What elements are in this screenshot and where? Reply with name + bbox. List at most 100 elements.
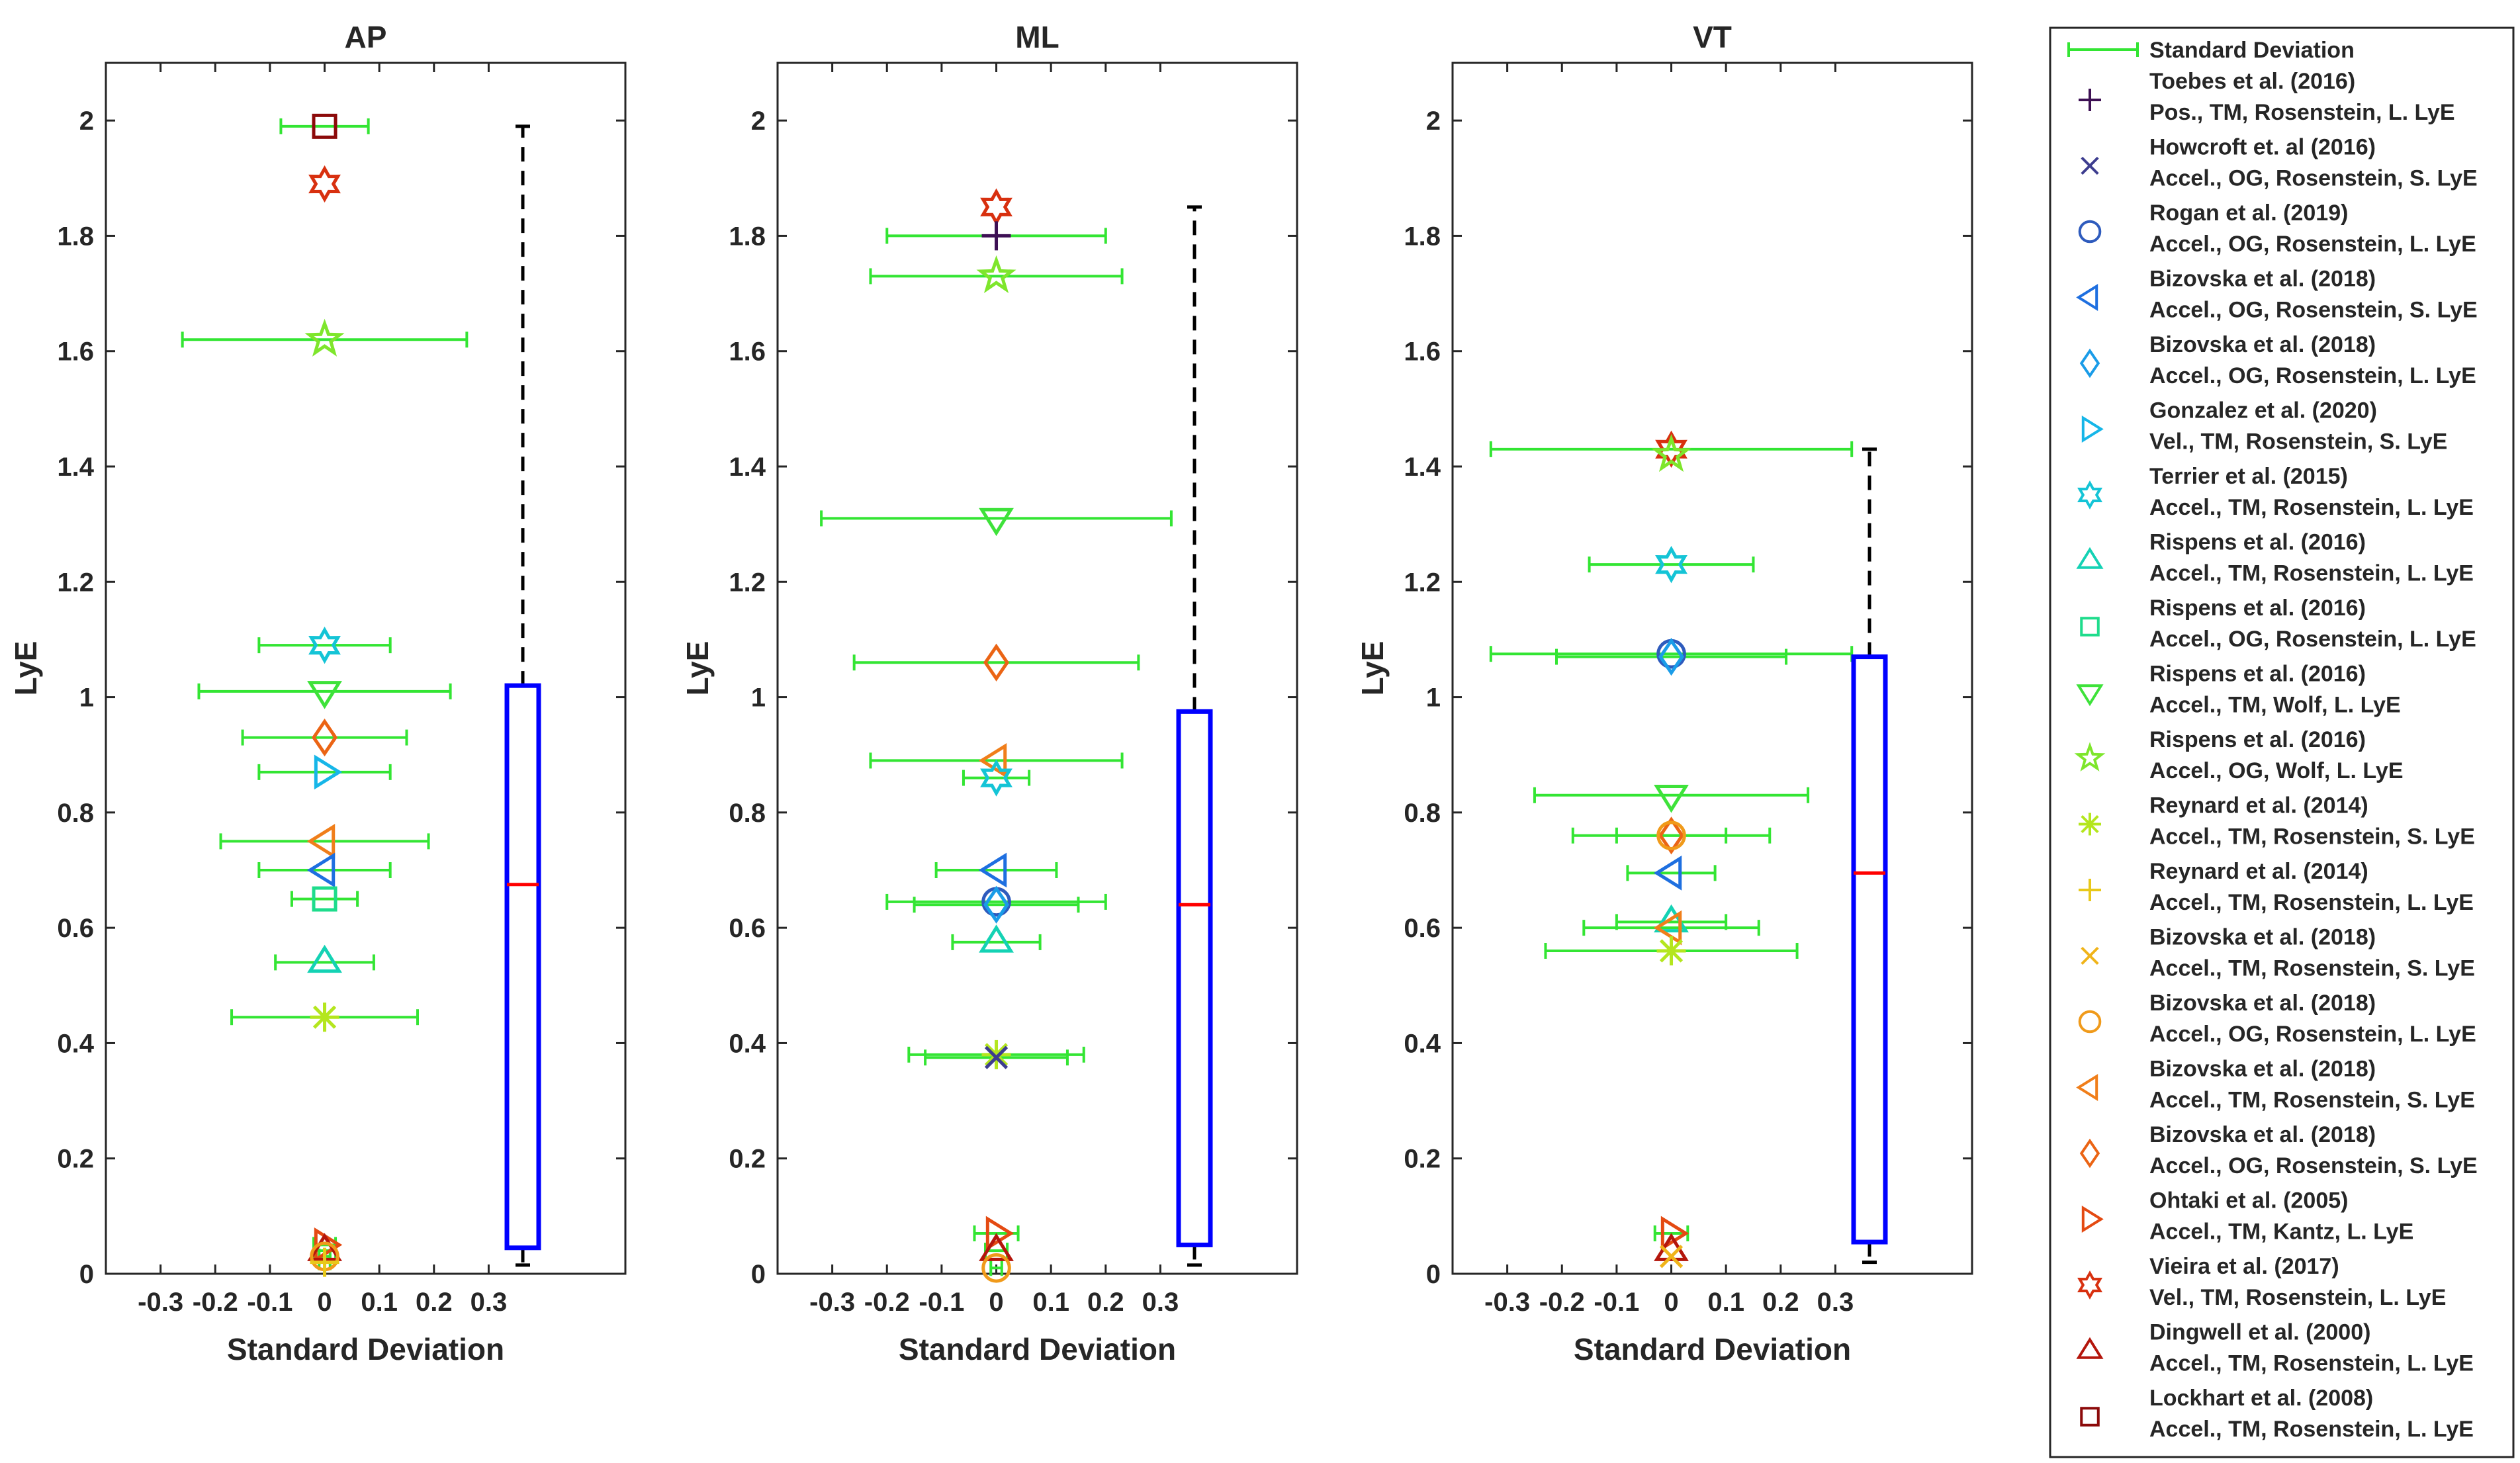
legend-entry-title: Rispens et al. (2016): [2149, 596, 2366, 621]
error-bar: [951, 934, 1042, 950]
tri-left-marker: [1653, 855, 1682, 891]
x-tick-label: 0.3: [1817, 1288, 1854, 1317]
legend-entry: Vieira et al. (2017) Vel., TM, Rosenstein…: [2077, 1254, 2446, 1310]
y-axis-label: LyE: [1355, 641, 1390, 696]
asterisk-marker: [310, 1002, 339, 1032]
x-tick-label: -0.1: [247, 1288, 292, 1317]
legend-entry: Rispens et al. (2016) Accel., TM, Wolf, L…: [2076, 662, 2401, 718]
x-tick-label: -0.1: [919, 1288, 964, 1317]
panel-ml: ML 0 0.2 0.4 0.6 0.8 1 1.2 1.4 1.6 1.8 2 -0.3 -0.2 -0.…: [680, 20, 1298, 1366]
tri-left-marker: [2076, 1073, 2098, 1102]
legend-entry-detail: Accel., TM, Rosenstein, L. LyE: [2149, 495, 2474, 520]
tri-up-marker: [2076, 547, 2104, 569]
x-tick-label: 0.2: [416, 1288, 453, 1317]
legend-entry-detail: Accel., OG, Rosenstein, S. LyE: [2149, 166, 2478, 191]
error-bar: [1615, 827, 1728, 844]
legend-entry-title: Lockhart et al. (2008): [2149, 1386, 2373, 1411]
error-bar: [241, 729, 408, 746]
tri-left-marker: [1653, 910, 1682, 946]
y-tick-label: 0: [1426, 1260, 1441, 1289]
legend-entry: Bizovska et al. (2018) Accel., OG, Rosens…: [2076, 267, 2478, 323]
error-bar: [1588, 556, 1755, 573]
asterisk-marker: [1656, 936, 1686, 965]
x-axis-label: Standard Deviation: [227, 1332, 504, 1366]
legend-entry: Reynard et al. (2014) Accel., TM, Rosenst…: [2079, 859, 2474, 915]
legend-entry-detail: Accel., TM, Rosenstein, L. LyE: [2149, 561, 2474, 586]
legend-entry-detail: Accel., TM, Rosenstein, S. LyE: [2149, 956, 2475, 981]
x-tick-label: 0: [1664, 1288, 1678, 1317]
legend-errorbar-sample: [2067, 42, 2139, 57]
error-bar: [989, 1260, 1003, 1276]
y-axis-label: LyE: [9, 641, 43, 696]
hexagram-marker: [308, 165, 341, 203]
x-tick-label: -0.2: [1539, 1288, 1585, 1317]
y-tick-label: 1.2: [1404, 568, 1441, 597]
legend-entry-detail: Accel., TM, Rosenstein, S. LyE: [2149, 1088, 2475, 1113]
x-marker: [984, 1045, 1009, 1069]
x-tick-label: 0.1: [1707, 1288, 1744, 1317]
diamond-marker: [2079, 348, 2100, 378]
legend-entry-detail: Accel., TM, Rosenstein, L. LyE: [2149, 1417, 2474, 1442]
error-bar: [1626, 865, 1717, 881]
y-axis-label: LyE: [680, 641, 715, 696]
y-tick-label: 1.8: [729, 222, 766, 251]
circle-marker: [2078, 220, 2102, 244]
error-bar: [181, 332, 469, 348]
x-tick-label: 0.2: [1087, 1288, 1124, 1317]
square-marker: [2080, 617, 2100, 637]
legend-entry-detail: Accel., OG, Rosenstein, L. LyE: [2149, 627, 2476, 652]
box-plot: [1851, 447, 1888, 1264]
tri-up-marker: [979, 924, 1014, 953]
circle-marker: [2078, 1010, 2102, 1034]
y-tick-label: 0.2: [57, 1145, 94, 1174]
diamond-marker: [312, 718, 338, 757]
legend-entry-title: Bizovska et al. (2018): [2149, 1057, 2376, 1082]
x-tick-label: 0.3: [1142, 1288, 1179, 1317]
y-tick-label: 1.4: [1404, 453, 1441, 482]
y-tick-label: 1.6: [729, 337, 766, 367]
tri-left-marker: [306, 824, 336, 859]
legend-entry: Rispens et al. (2016) Accel., OG, Wolf, L…: [2074, 727, 2404, 783]
y-tick-label: 0.8: [729, 799, 766, 828]
x-marker: [2081, 156, 2099, 175]
pentagram-marker: [2074, 742, 2106, 772]
hexagram-marker: [1655, 430, 1688, 468]
y-tick-label: 1.6: [57, 337, 94, 367]
error-bar: [1582, 920, 1760, 936]
legend-entry: Bizovska et al. (2018) Accel., TM, Rosens…: [2076, 1057, 2475, 1113]
x-tick-label: -0.3: [1484, 1288, 1530, 1317]
error-bar: [869, 268, 1124, 285]
y-tick-label: 0.6: [1404, 914, 1441, 943]
x-marker: [1659, 1245, 1684, 1268]
legend-entry: Rispens et al. (2016) Accel., OG, Rosenst…: [2080, 596, 2476, 652]
circle-marker: [1656, 820, 1686, 851]
y-tick-label: 0.2: [1404, 1145, 1441, 1174]
diamond-marker: [1658, 817, 1685, 855]
tri-down-marker: [307, 681, 342, 709]
x-axis-label: Standard Deviation: [899, 1332, 1176, 1366]
asterisk-marker: [981, 1040, 1011, 1069]
y-tick-label: 0.4: [1404, 1029, 1441, 1058]
legend-entry-detail: Accel., TM, Kantz, L. LyE: [2149, 1219, 2413, 1245]
legend-entry-title: Howcroft et. al (2016): [2149, 135, 2376, 160]
tri-right-marker: [314, 754, 343, 790]
error-bar: [962, 770, 1031, 786]
iqr-box: [504, 683, 541, 1251]
box-plot: [504, 124, 541, 1267]
x-marker: [2081, 946, 2099, 965]
legend: Standard Deviation Toebes et al. (2016) Po…: [2049, 26, 2515, 1458]
legend-entry-title: Bizovska et al. (2018): [2149, 267, 2376, 292]
y-tick-label: 0.6: [57, 914, 94, 943]
y-tick-label: 1: [79, 684, 94, 713]
panel-ap: AP 0 0.2 0.4 0.6 0.8 1 1.2 1.4 1.6 1.8 2 -0.3 -0.2 -0.…: [9, 20, 627, 1366]
asterisk-marker: [2079, 813, 2101, 836]
legend-entry-detail: Accel., OG, Rosenstein, L. LyE: [2149, 363, 2476, 388]
tri-left-marker: [978, 852, 1007, 888]
iqr-box: [1176, 709, 1213, 1247]
box-plot: [1176, 205, 1213, 1267]
hexagram-marker: [980, 759, 1012, 797]
x-tick-label: 0.1: [361, 1288, 398, 1317]
legend-entry: Dingwell et al. (2000) Accel., TM, Rosens…: [2076, 1320, 2474, 1376]
legend-entry-title: Bizovska et al. (2018): [2149, 1122, 2376, 1147]
x-tick-label: 0: [989, 1288, 1003, 1317]
